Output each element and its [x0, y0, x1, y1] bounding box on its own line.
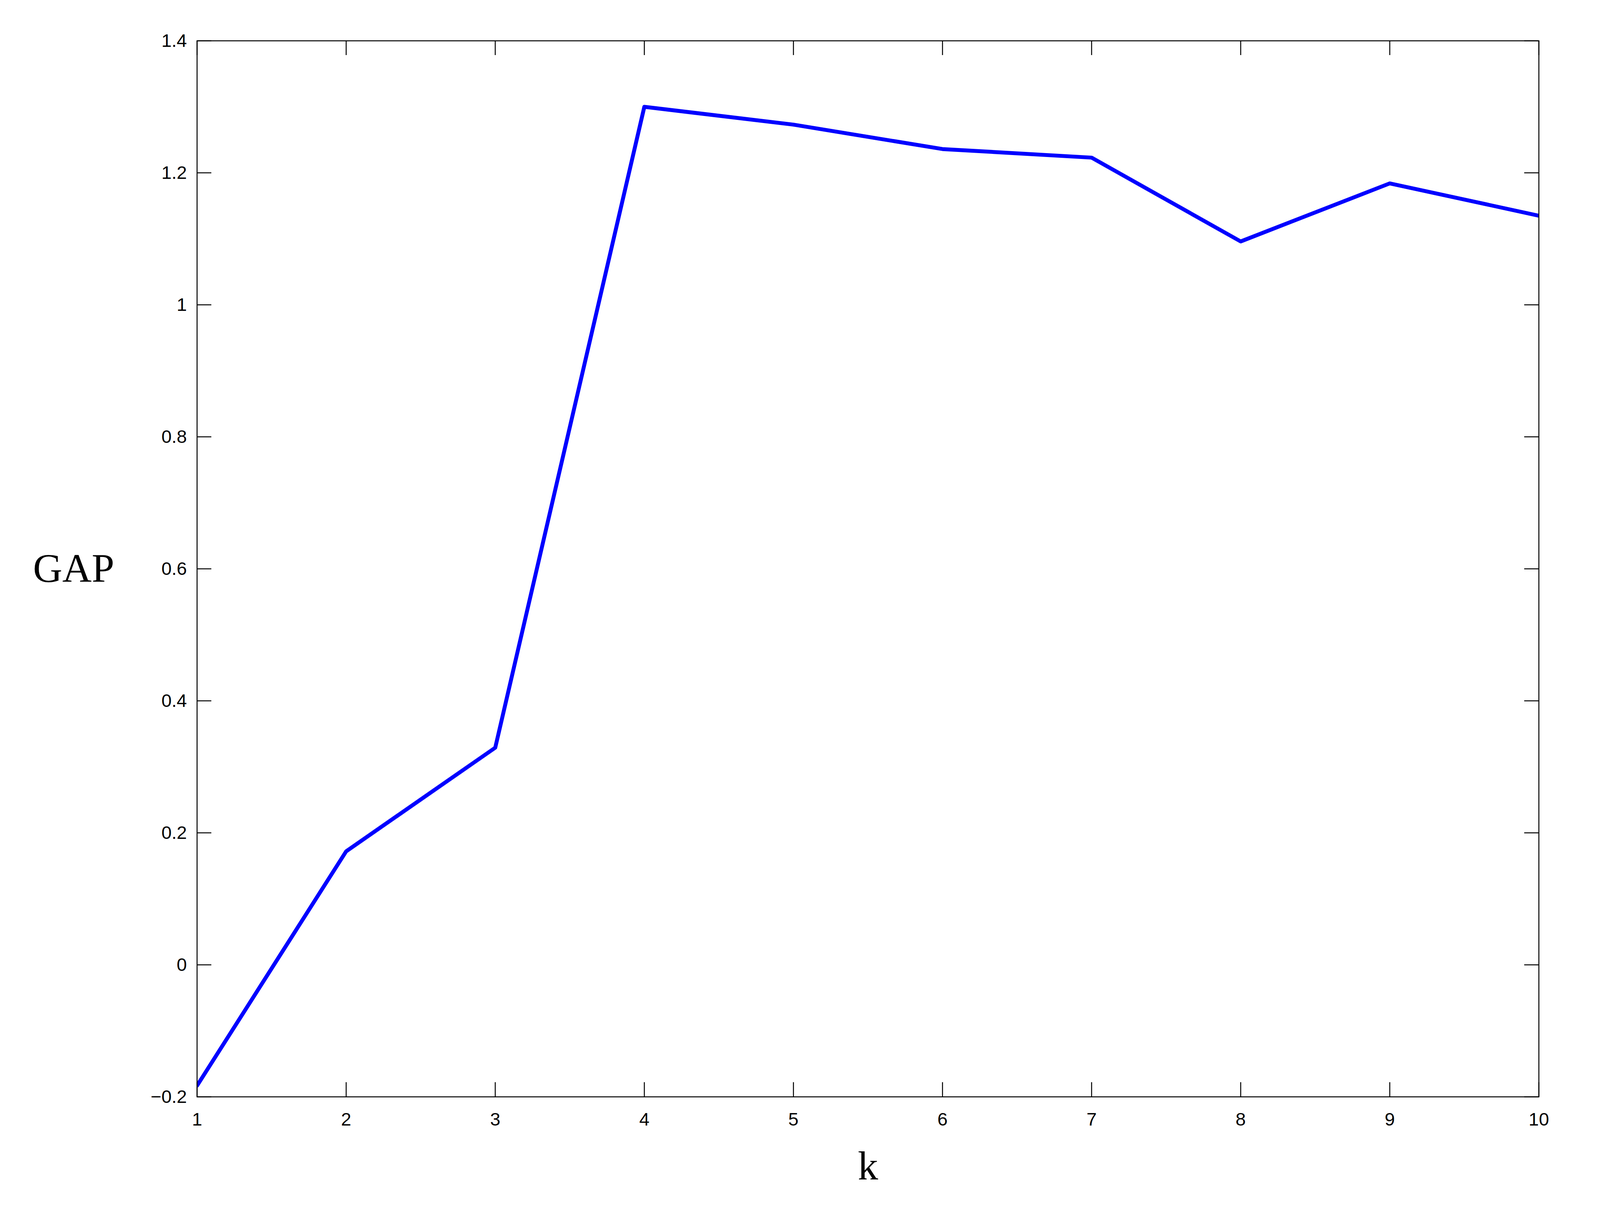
svg-text:0.6: 0.6 — [161, 558, 187, 579]
svg-text:6: 6 — [937, 1108, 948, 1130]
svg-text:1.2: 1.2 — [161, 162, 187, 183]
svg-text:0.8: 0.8 — [161, 426, 187, 447]
svg-text:0: 0 — [176, 954, 187, 975]
svg-text:10: 10 — [1528, 1108, 1549, 1130]
svg-text:4: 4 — [639, 1108, 650, 1130]
svg-text:5: 5 — [788, 1108, 799, 1130]
svg-text:1.4: 1.4 — [161, 30, 187, 51]
svg-text:9: 9 — [1384, 1108, 1395, 1130]
svg-text:0.4: 0.4 — [161, 690, 187, 711]
svg-text:GAP: GAP — [32, 545, 115, 591]
svg-text:3: 3 — [490, 1108, 501, 1130]
svg-text:0.2: 0.2 — [161, 822, 187, 843]
svg-text:2: 2 — [341, 1108, 352, 1130]
svg-text:−0.2: −0.2 — [150, 1086, 188, 1108]
svg-text:1: 1 — [176, 294, 187, 315]
svg-text:k: k — [857, 1143, 879, 1189]
svg-text:7: 7 — [1086, 1108, 1097, 1130]
svg-text:8: 8 — [1235, 1108, 1246, 1130]
svg-text:1: 1 — [191, 1108, 202, 1130]
